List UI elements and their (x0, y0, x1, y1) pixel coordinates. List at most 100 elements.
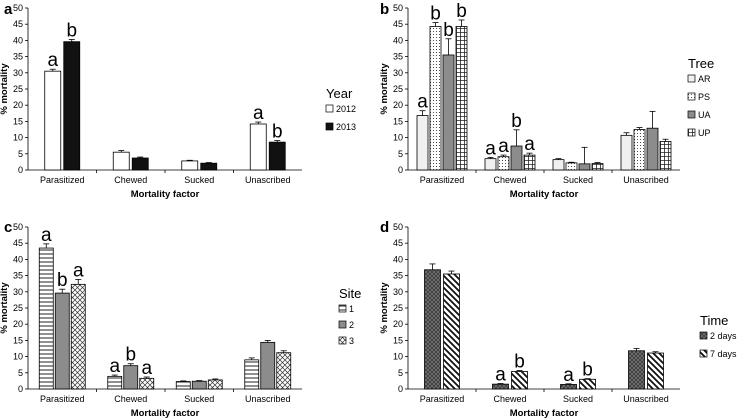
significance-letter: b (511, 111, 522, 132)
bar (510, 145, 523, 171)
y-tick-label: 15 (13, 116, 23, 126)
significance-letter: a (417, 92, 428, 113)
bar (191, 380, 207, 390)
bar (63, 41, 81, 171)
legend-label: 7 days (710, 349, 737, 359)
y-tick-label: 45 (393, 238, 403, 248)
bar (484, 158, 497, 171)
significance-letter: a (563, 365, 574, 386)
panel-a: a 0 5 10 15 20 25 30 35 40 45 50 % mortality Parasiti… (0, 1, 356, 200)
significance-letter: a (495, 364, 506, 385)
bar (175, 381, 191, 390)
bar (200, 162, 218, 171)
bar (207, 379, 223, 390)
x-tick-label: Unascribed (623, 394, 669, 404)
y-tick-label: 30 (13, 287, 23, 297)
legend-title: Time (700, 313, 728, 328)
bar (424, 269, 441, 390)
x-tick-label: Sucked (563, 394, 593, 404)
x-tick-label: Chewed (114, 175, 147, 185)
significance-letter: a (253, 103, 264, 124)
legend-label: 2012 (336, 104, 356, 114)
x-axis-title: Mortality factor (510, 408, 579, 419)
legend: Tree AR PS UA UP (687, 56, 714, 138)
bar (260, 341, 276, 390)
y-tick-label: 50 (393, 3, 403, 13)
x-tick-label: Chewed (114, 394, 147, 404)
y-tick-label: 20 (393, 319, 403, 329)
bar (181, 160, 199, 171)
significance-letter: a (109, 356, 120, 377)
bar (442, 54, 455, 171)
legend-swatch (699, 349, 708, 358)
bar (268, 141, 286, 171)
bar (578, 163, 591, 171)
y-tick-label: 5 (398, 368, 403, 378)
legend: Site 1 2 3 (338, 286, 361, 346)
legend-title: Site (339, 286, 361, 301)
legend-label: AR (698, 74, 711, 84)
x-tick-label: Parasitized (420, 175, 465, 185)
y-tick-label: 35 (393, 52, 403, 62)
panel-label: a (4, 1, 13, 18)
panel-d: d 0 5 10 15 20 25 30 35 40 45 50 % mortality Parasiti… (379, 219, 737, 419)
bar (633, 129, 646, 171)
bar (591, 163, 604, 171)
y-tick-label: 15 (393, 116, 403, 126)
y-tick-label: 40 (13, 254, 23, 264)
y-axis-title: % mortality (379, 63, 390, 115)
bar (107, 375, 123, 390)
bar (620, 134, 633, 171)
x-axis-title: Mortality factor (131, 189, 200, 200)
legend-swatch (338, 336, 347, 345)
y-tick-label: 5 (18, 368, 23, 378)
y-tick-label: 15 (13, 335, 23, 345)
legend-title: Tree (688, 56, 714, 71)
legend-label: 2 (349, 320, 354, 330)
bar (54, 292, 70, 390)
y-tick-label: 0 (398, 384, 403, 394)
y-tick-label: 25 (13, 84, 23, 94)
bar (647, 352, 664, 390)
bar (659, 141, 672, 171)
significance-letter: b (57, 270, 68, 291)
legend: Time 2 days 7 days (699, 313, 737, 359)
significance-letter: a (41, 225, 52, 246)
significance-letter: b (443, 20, 454, 41)
y-tick-label: 50 (393, 222, 403, 232)
legend-swatch (687, 92, 696, 101)
bar (123, 365, 139, 390)
legend-swatch (325, 122, 334, 131)
significance-letter: a (141, 358, 152, 379)
significance-letter: a (485, 138, 496, 159)
y-tick-label: 0 (18, 165, 23, 175)
y-tick-label: 10 (393, 133, 403, 143)
y-tick-label: 45 (13, 238, 23, 248)
legend-title: Year (326, 86, 353, 101)
legend-label: 3 (349, 336, 354, 346)
legend-label: 2 days (710, 331, 737, 341)
y-tick-label: 50 (13, 3, 23, 13)
bar (416, 115, 429, 171)
y-tick-label: 30 (393, 287, 403, 297)
y-tick-label: 25 (393, 84, 403, 94)
significance-letter: a (73, 260, 84, 281)
bar (511, 371, 528, 390)
x-tick-label: Chewed (493, 175, 526, 185)
x-axis-title: Mortality factor (510, 189, 579, 200)
x-axis-title: Mortality factor (131, 408, 200, 419)
legend-swatch (699, 331, 708, 340)
y-axis-title: % mortality (0, 282, 10, 334)
y-tick-label: 10 (13, 352, 23, 362)
significance-letter: b (456, 1, 467, 22)
y-tick-label: 0 (398, 165, 403, 175)
bar (70, 283, 86, 390)
panel-label: d (380, 219, 389, 236)
bar (276, 352, 292, 390)
bar (579, 378, 596, 390)
significance-letter: a (524, 134, 535, 155)
x-tick-label: Parasitized (420, 394, 465, 404)
x-tick-label: Sucked (184, 175, 214, 185)
y-tick-label: 20 (13, 100, 23, 110)
y-tick-label: 35 (13, 271, 23, 281)
